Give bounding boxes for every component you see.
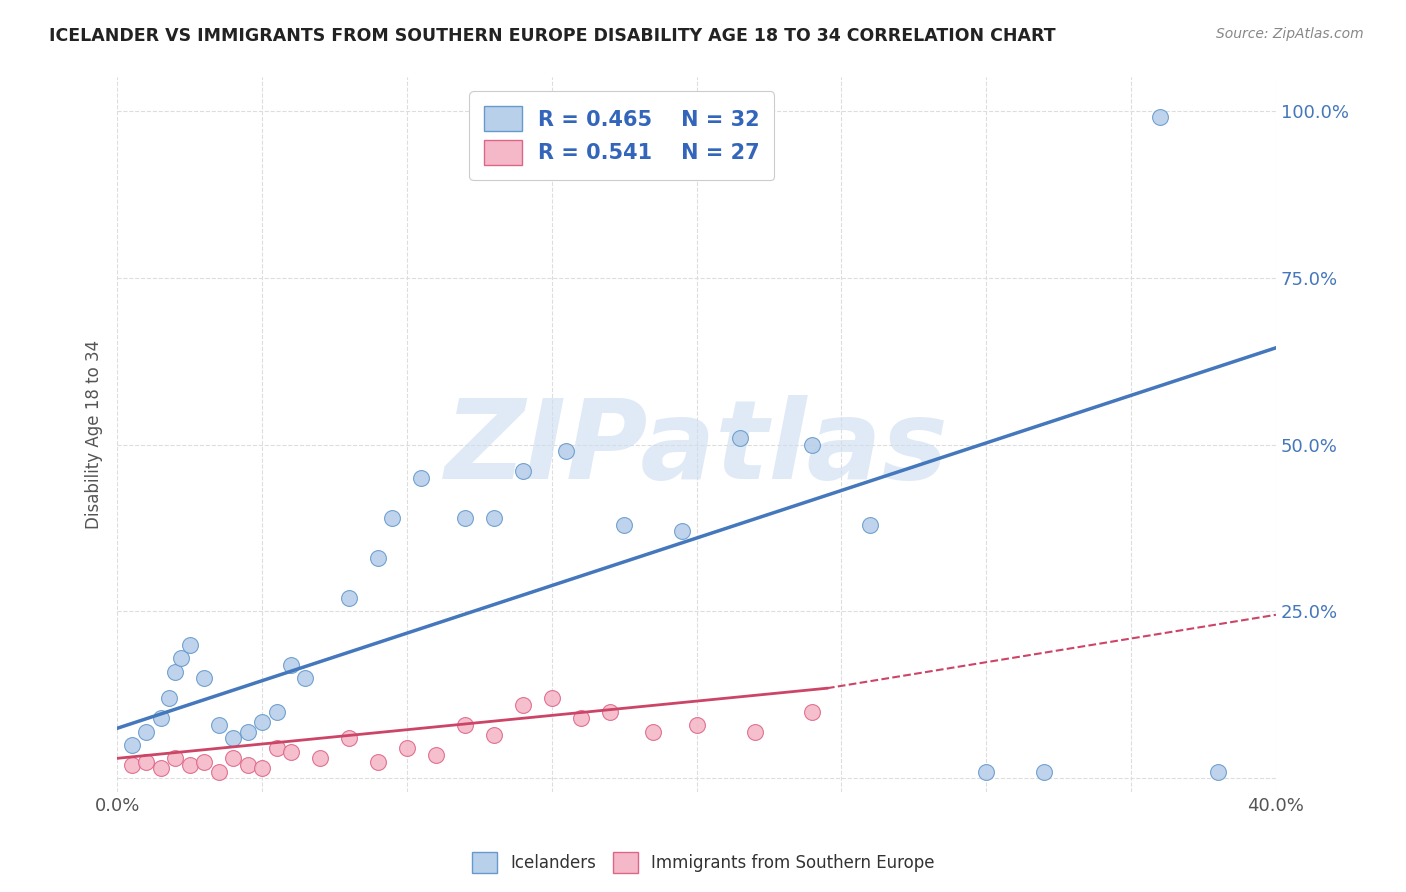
Point — [643, 724, 665, 739]
Point — [454, 511, 477, 525]
Point — [1033, 764, 1056, 779]
Point — [170, 651, 193, 665]
Point — [337, 731, 360, 746]
Point — [482, 511, 505, 525]
Point — [179, 638, 201, 652]
Point — [250, 761, 273, 775]
Point — [165, 665, 187, 679]
Point — [540, 691, 562, 706]
Point — [512, 464, 534, 478]
Point — [236, 724, 259, 739]
Point — [1149, 111, 1171, 125]
Point — [222, 731, 245, 746]
Point — [425, 747, 447, 762]
Legend: R = 0.465    N = 32, R = 0.541    N = 27: R = 0.465 N = 32, R = 0.541 N = 27 — [470, 91, 775, 180]
Point — [1206, 764, 1229, 779]
Point — [337, 591, 360, 606]
Point — [569, 711, 592, 725]
Point — [801, 437, 824, 451]
Point — [193, 755, 215, 769]
Point — [179, 758, 201, 772]
Point — [193, 671, 215, 685]
Point — [207, 764, 229, 779]
Text: ZIPatlas: ZIPatlas — [444, 395, 949, 502]
Text: Source: ZipAtlas.com: Source: ZipAtlas.com — [1216, 27, 1364, 41]
Point — [222, 751, 245, 765]
Point — [280, 745, 302, 759]
Point — [309, 751, 332, 765]
Point — [728, 431, 751, 445]
Y-axis label: Disability Age 18 to 34: Disability Age 18 to 34 — [86, 340, 103, 529]
Point — [266, 741, 288, 756]
Point — [280, 657, 302, 672]
Point — [599, 705, 621, 719]
Point — [381, 511, 404, 525]
Point — [149, 761, 172, 775]
Point — [367, 755, 389, 769]
Point — [135, 724, 157, 739]
Point — [671, 524, 693, 539]
Legend: Icelanders, Immigrants from Southern Europe: Icelanders, Immigrants from Southern Eur… — [465, 846, 941, 880]
Point — [207, 718, 229, 732]
Point — [395, 741, 418, 756]
Point — [121, 758, 143, 772]
Point — [266, 705, 288, 719]
Point — [121, 738, 143, 752]
Point — [555, 444, 578, 458]
Point — [165, 751, 187, 765]
Text: ICELANDER VS IMMIGRANTS FROM SOUTHERN EUROPE DISABILITY AGE 18 TO 34 CORRELATION: ICELANDER VS IMMIGRANTS FROM SOUTHERN EU… — [49, 27, 1056, 45]
Point — [149, 711, 172, 725]
Point — [613, 517, 636, 532]
Point — [859, 517, 882, 532]
Point — [157, 691, 180, 706]
Point — [685, 718, 707, 732]
Point — [367, 551, 389, 566]
Point — [411, 471, 433, 485]
Point — [135, 755, 157, 769]
Point — [236, 758, 259, 772]
Point — [512, 698, 534, 712]
Point — [801, 705, 824, 719]
Point — [974, 764, 997, 779]
Point — [250, 714, 273, 729]
Point — [454, 718, 477, 732]
Point — [482, 728, 505, 742]
Point — [744, 724, 766, 739]
Point — [294, 671, 316, 685]
